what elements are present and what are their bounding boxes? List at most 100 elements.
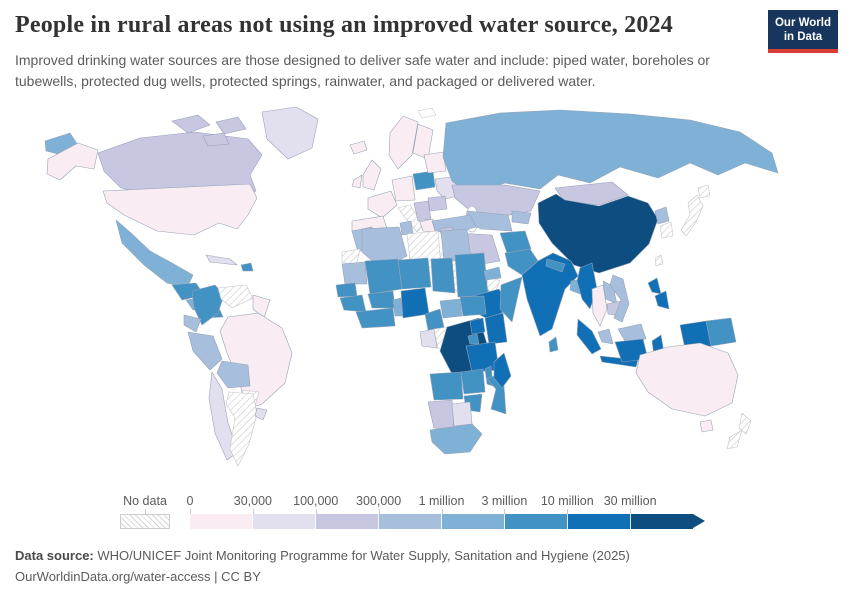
country-angola[interactable] xyxy=(429,371,464,401)
country-canada-arctic-2[interactable] xyxy=(215,116,247,135)
legend-bin-swatch[interactable] xyxy=(316,514,379,529)
legend-tick xyxy=(315,509,317,514)
country-central-african-republic[interactable] xyxy=(439,298,463,319)
country-bolivia[interactable] xyxy=(216,360,251,389)
country-south-africa[interactable] xyxy=(429,423,483,455)
legend-no-data-tick xyxy=(145,509,146,514)
country-eritrea[interactable] xyxy=(483,266,502,281)
country-peru[interactable] xyxy=(187,331,223,371)
page-subtitle: Improved drinking water sources are thos… xyxy=(15,52,710,89)
country-central-europe[interactable] xyxy=(391,175,416,202)
legend-color-bar xyxy=(190,514,693,529)
country-italy[interactable] xyxy=(397,204,424,233)
legend-tick-label: 30,000 xyxy=(233,494,272,508)
country-alaska[interactable] xyxy=(46,142,99,181)
country-uruguay[interactable] xyxy=(254,407,268,421)
country-chile[interactable] xyxy=(208,371,239,461)
country-sudan[interactable] xyxy=(454,252,489,298)
country-taiwan[interactable] xyxy=(654,254,664,267)
country-chad[interactable] xyxy=(430,257,456,294)
country-burkina-faso[interactable] xyxy=(367,290,396,309)
country-rwanda-burundi[interactable] xyxy=(467,333,480,345)
country-tunisia[interactable] xyxy=(399,220,414,236)
country-malaysia[interactable] xyxy=(597,328,614,345)
country-south-korea[interactable] xyxy=(659,221,674,239)
footer: Data source: WHO/UNICEF Joint Monitoring… xyxy=(15,545,630,588)
country-france[interactable] xyxy=(367,190,398,219)
country-balkans[interactable] xyxy=(413,200,432,222)
legend-tick-label: 1 million xyxy=(418,494,465,508)
country-indonesia-sumatra[interactable] xyxy=(576,318,602,355)
country-mali[interactable] xyxy=(364,258,403,295)
country-brazil[interactable] xyxy=(219,312,293,410)
country-ecuador[interactable] xyxy=(183,314,202,333)
legend-tick xyxy=(378,509,380,514)
country-venezuela[interactable] xyxy=(217,284,254,309)
country-guinea[interactable] xyxy=(339,294,367,313)
country-vietnam[interactable] xyxy=(609,274,630,323)
country-mexico[interactable] xyxy=(115,219,194,289)
country-gabon[interactable] xyxy=(419,328,438,349)
country-madagascar[interactable] xyxy=(493,352,512,389)
country-haiti-dominican[interactable] xyxy=(240,262,254,272)
country-namibia[interactable] xyxy=(427,399,455,431)
country-new-zealand-south[interactable] xyxy=(726,429,743,450)
country-cuba[interactable] xyxy=(205,254,238,266)
country-north-korea[interactable] xyxy=(654,206,670,225)
country-japan[interactable] xyxy=(680,194,704,237)
country-nepal[interactable] xyxy=(545,258,566,273)
country-botswana[interactable] xyxy=(451,401,473,427)
legend-bin-swatch[interactable] xyxy=(631,514,693,529)
country-south-sudan[interactable] xyxy=(459,295,487,317)
country-kenya[interactable] xyxy=(484,312,508,345)
legend-bin-swatch[interactable] xyxy=(505,514,568,529)
country-philippines-south[interactable] xyxy=(654,290,670,310)
page-title: People in rural areas not using an impro… xyxy=(15,12,673,38)
country-mauritania[interactable] xyxy=(341,261,368,285)
country-niger[interactable] xyxy=(397,257,432,290)
country-belarus-baltics[interactable] xyxy=(423,151,447,174)
country-romania[interactable] xyxy=(427,195,448,212)
country-new-zealand-north[interactable] xyxy=(738,412,752,435)
country-usa[interactable] xyxy=(102,183,258,236)
legend-bin-swatch[interactable] xyxy=(253,514,316,529)
owid-logo-line1: Our World xyxy=(774,17,831,29)
country-united-kingdom[interactable] xyxy=(362,159,382,191)
country-cote-divoire-ghana[interactable] xyxy=(355,307,396,329)
owid-logo[interactable]: Our World in Data xyxy=(768,10,838,53)
country-poland[interactable] xyxy=(412,170,436,191)
country-thailand[interactable] xyxy=(591,284,608,327)
country-afghanistan[interactable] xyxy=(499,230,532,254)
legend-no-data-swatch[interactable] xyxy=(120,514,170,529)
country-argentina[interactable] xyxy=(225,391,258,467)
footer-link[interactable]: OurWorldinData.org/water-access | CC BY xyxy=(15,569,261,585)
country-uganda[interactable] xyxy=(469,317,486,335)
country-canada-arctic-3[interactable] xyxy=(202,132,230,147)
country-tasmania[interactable] xyxy=(699,419,714,433)
legend-bin-swatch[interactable] xyxy=(442,514,505,529)
country-norway-sweden[interactable] xyxy=(388,115,419,170)
legend-bin-swatch[interactable] xyxy=(568,514,631,529)
country-myanmar[interactable] xyxy=(576,262,598,310)
country-svalbard[interactable] xyxy=(417,107,437,119)
legend-bin-swatch[interactable] xyxy=(190,514,253,529)
country-malaysia-borneo[interactable] xyxy=(617,323,647,342)
country-papua-new-guinea[interactable] xyxy=(705,317,737,347)
country-kyrgyzstan-tajikistan[interactable] xyxy=(511,210,532,225)
country-zambia[interactable] xyxy=(460,368,486,395)
country-canada-arctic-1[interactable] xyxy=(171,114,211,134)
country-somalia[interactable] xyxy=(499,276,523,323)
country-china[interactable] xyxy=(537,193,659,274)
country-colombia[interactable] xyxy=(191,284,225,326)
country-philippines-north[interactable] xyxy=(647,277,662,295)
country-senegal[interactable] xyxy=(335,282,358,298)
country-japan-hokkaido[interactable] xyxy=(697,184,711,199)
country-iceland[interactable] xyxy=(349,140,368,155)
country-australia[interactable] xyxy=(635,342,739,417)
country-sri-lanka[interactable] xyxy=(548,336,559,353)
country-greenland[interactable] xyxy=(261,106,319,160)
legend-arrow xyxy=(693,514,705,528)
legend-bin-swatch[interactable] xyxy=(379,514,442,529)
country-ireland[interactable] xyxy=(351,174,363,189)
country-nigeria[interactable] xyxy=(400,287,430,319)
